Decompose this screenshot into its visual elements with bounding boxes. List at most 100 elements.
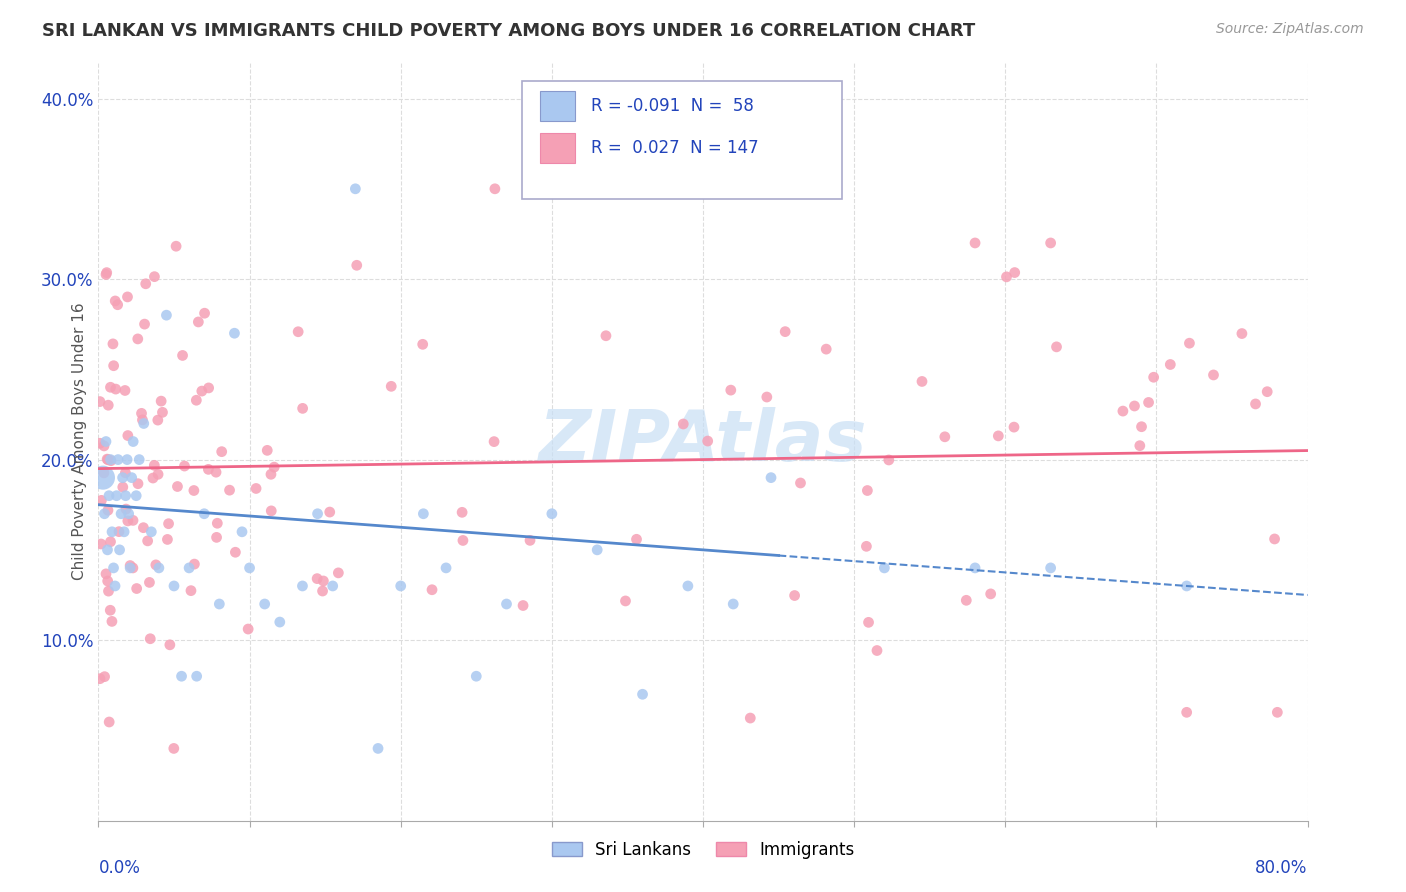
Point [91,470,114,484]
Point [186,393,208,408]
Point [100,453,122,467]
Point [519,533,541,548]
Point [132,521,155,535]
Point [101,524,124,539]
Point [157,516,180,531]
Point [117,290,139,304]
Point [965,561,987,575]
Point [183,557,205,571]
Point [759,470,782,484]
Point [291,579,314,593]
Point [245,482,267,496]
Point [172,348,194,362]
Point [97,398,120,412]
Point [1202,368,1225,382]
Point [253,597,276,611]
Point [101,615,124,629]
Point [163,579,186,593]
Point [1123,399,1146,413]
Point [136,533,159,548]
Point [96,542,118,557]
Point [108,542,131,557]
Point [180,583,202,598]
Point [346,258,368,272]
Point [783,589,806,603]
Point [97,584,120,599]
Point [208,597,231,611]
Point [107,452,129,467]
Point [720,383,742,397]
Point [118,507,141,521]
Point [858,615,880,630]
Point [482,434,505,449]
Point [117,514,139,528]
Point [96,266,118,280]
Point [148,561,170,575]
Point [1256,384,1278,399]
Point [995,269,1018,284]
FancyBboxPatch shape [540,133,575,162]
Point [97,452,120,467]
Point [291,401,314,416]
Point [696,434,718,448]
Point [146,413,169,427]
Point [193,507,215,521]
Point [142,471,165,485]
Point [98,603,121,617]
Point [312,574,335,588]
Point [97,503,120,517]
Point [197,381,219,395]
Point [856,483,879,498]
Point [179,561,201,575]
Point [1175,706,1198,720]
Point [1175,579,1198,593]
Point [193,306,215,320]
Point [156,533,179,547]
Point [451,505,474,519]
Point [205,465,228,479]
Point [1230,326,1253,341]
Point [412,337,434,351]
Point [987,429,1010,443]
Point [319,505,342,519]
Point [873,561,896,575]
Point [1004,266,1026,280]
Point [672,417,695,431]
Point [236,622,259,636]
Point [114,466,136,480]
Point [127,476,149,491]
Point [1159,358,1181,372]
Point [1112,404,1135,418]
Point [586,542,609,557]
Point [260,504,283,518]
Point [143,269,166,284]
Point [911,375,934,389]
Point [134,317,156,331]
Point [120,561,142,575]
FancyBboxPatch shape [540,91,575,120]
Point [1039,235,1062,250]
Point [100,380,122,394]
Point [90,537,112,551]
Point [127,332,149,346]
Point [89,672,111,686]
Text: SRI LANKAN VS IMMIGRANTS CHILD POVERTY AMONG BOYS UNDER 16 CORRELATION CHART: SRI LANKAN VS IMMIGRANTS CHILD POVERTY A… [42,22,976,40]
Point [934,430,956,444]
Point [512,599,534,613]
Point [815,342,838,356]
Point [107,298,129,312]
Point [389,579,412,593]
Point [484,182,506,196]
Point [115,502,138,516]
Point [465,669,488,683]
Point [307,507,329,521]
Point [1129,439,1152,453]
Point [789,475,811,490]
Point [104,293,127,308]
Point [112,524,135,539]
Point [186,669,208,683]
FancyBboxPatch shape [522,81,842,199]
Point [626,533,648,547]
Point [122,561,145,575]
Point [170,669,193,683]
